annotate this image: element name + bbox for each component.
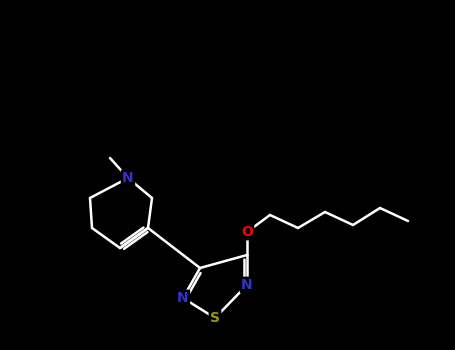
Text: N: N bbox=[122, 171, 134, 185]
Text: N: N bbox=[241, 278, 253, 292]
Text: S: S bbox=[210, 311, 220, 325]
Text: O: O bbox=[241, 225, 253, 239]
Text: N: N bbox=[177, 291, 189, 305]
